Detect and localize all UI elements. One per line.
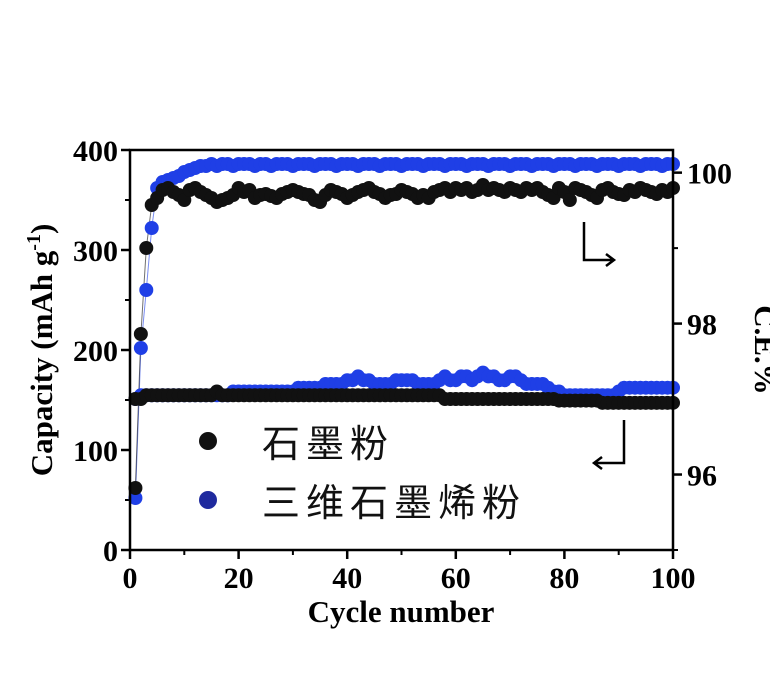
y-left-axis-title-sup: -1 <box>23 234 45 251</box>
x-axis-title: Cycle number <box>308 594 495 629</box>
x-tick-label: 0 <box>123 562 138 595</box>
y-right-tick-label: 96 <box>687 460 717 493</box>
plot-frame <box>128 148 675 552</box>
arrow-right-icon <box>582 222 617 267</box>
legend-label-3d-graphene: 三维石墨烯粉 <box>262 481 526 525</box>
y-left-tick-label: 300 <box>73 235 118 268</box>
arrow-left-icon <box>591 420 626 470</box>
y-left-axis-ticks: 0 100 200 300 400 <box>73 135 130 568</box>
y-left-axis-title: Capacity (mAh g-1) <box>23 224 59 477</box>
x-tick-label: 20 <box>224 562 254 595</box>
x-tick-label: 100 <box>651 562 696 595</box>
y-left-tick-label: 100 <box>73 435 118 468</box>
capacity-line <box>134 163 673 499</box>
y-right-axis-title: C.E.% <box>748 305 770 395</box>
legend-marker-graphite <box>199 432 217 450</box>
capacity-point <box>133 341 148 355</box>
capacity-point <box>144 221 159 235</box>
y-left-tick-label: 400 <box>73 135 118 168</box>
y-right-tick-label: 98 <box>687 309 717 342</box>
capacity-point <box>139 283 154 297</box>
capacity-point <box>128 481 143 495</box>
y-right-tick-label: 100 <box>687 158 732 191</box>
x-tick-label: 40 <box>332 562 362 595</box>
capacity-point <box>562 193 577 207</box>
x-tick-label: 60 <box>441 562 471 595</box>
y-left-tick-label: 200 <box>73 335 118 368</box>
legend: 石墨粉 三维石墨烯粉 <box>199 422 526 525</box>
x-tick-label: 80 <box>549 562 579 595</box>
x-axis-ticks: 0 20 40 60 80 100 <box>123 550 696 595</box>
capacity-point <box>133 327 148 341</box>
capacity-point <box>139 241 154 255</box>
series-lines <box>134 163 674 499</box>
capacity-point <box>128 491 143 505</box>
legend-marker-3d-graphene <box>199 491 217 509</box>
y-left-axis-title-close: ) <box>24 224 59 234</box>
y-left-tick-label: 0 <box>103 535 118 568</box>
y-right-axis-ticks: 96 98 100 <box>673 158 732 551</box>
legend-label-graphite: 石墨粉 <box>262 422 394 466</box>
series-points <box>128 157 680 505</box>
y-left-axis-title-main: Capacity (mAh g <box>24 250 59 476</box>
